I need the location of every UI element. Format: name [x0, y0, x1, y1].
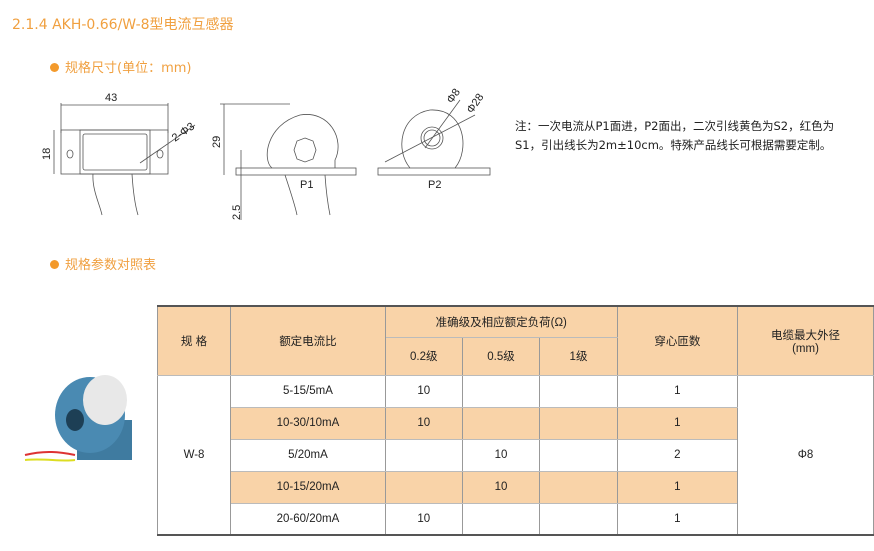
bullet-icon — [50, 260, 59, 269]
cell-ratio: 20-60/20mA — [230, 502, 386, 536]
header-c05: 0.5级 — [461, 336, 541, 376]
cell-turns: 1 — [616, 502, 739, 536]
dimension-drawing: 43 18 2-Φ3 29 2.5 P1 Φ8 Φ28 P2 — [41, 87, 491, 220]
cell-ratio: 10-30/10mA — [230, 406, 386, 440]
dim-2-5: 2.5 — [231, 205, 243, 220]
header-spec: 规 格 — [156, 305, 232, 376]
cell-c05: 10 — [461, 438, 541, 472]
table-row: 10-30/10mA 10 1 — [158, 406, 874, 440]
cell-c1 — [539, 374, 618, 408]
section-dimensions: 规格尺寸(单位：mm) — [50, 57, 191, 76]
cell-c02: 10 — [384, 406, 463, 440]
dim-d8: Φ8 — [445, 87, 463, 106]
cell-c05 — [461, 374, 541, 408]
cell-c1 — [539, 470, 618, 504]
bullet-icon — [50, 63, 59, 72]
spec-table: 规 格 额定电流比 准确级及相应额定负荷(Ω) 穿心匝数 电缆最大外径(mm) … — [156, 305, 874, 536]
dim-width: 43 — [105, 92, 117, 104]
cell-c1 — [539, 406, 618, 440]
cell-c05 — [461, 502, 541, 536]
header-cable: 电缆最大外径(mm) — [737, 305, 874, 376]
table-row: 5/20mA 10 2 — [158, 438, 874, 472]
dim-29: 29 — [211, 136, 223, 148]
dim-d28: Φ28 — [465, 92, 487, 116]
page-title: 2.1.4 AKH-0.66/W-8型电流互感器 — [12, 17, 234, 33]
cell-c02: 10 — [384, 374, 463, 408]
table-row: 20-60/20mA 10 1 — [158, 502, 874, 536]
dim-hole: 2-Φ3 — [170, 120, 197, 144]
header-c02: 0.2级 — [384, 336, 463, 376]
cell-turns: 1 — [616, 470, 739, 504]
cell-turns: 1 — [616, 406, 739, 440]
cell-c05: 10 — [461, 470, 541, 504]
cell-c02 — [384, 470, 463, 504]
header-accuracy: 准确级及相应额定负荷(Ω) — [384, 305, 618, 338]
note-text: 注：一次电流从P1面进，P2面出，二次引线黄色为S2，红色为S1，引出线长为2m… — [515, 119, 835, 152]
section-title: 规格参数对照表 — [65, 258, 157, 273]
header-ratio: 额定电流比 — [230, 305, 386, 376]
cell-c05 — [461, 406, 541, 440]
label-p2: P2 — [428, 179, 441, 191]
cell-ratio: 5-15/5mA — [230, 374, 386, 408]
cell-c1 — [539, 438, 618, 472]
cell-c1 — [539, 502, 618, 536]
cell-spec: W-8 — [156, 374, 232, 536]
cell-c02 — [384, 438, 463, 472]
table-row: W-8 5-15/5mA 10 1 Φ8 — [156, 374, 874, 536]
section-params: 规格参数对照表 — [50, 254, 156, 273]
cell-ratio: 5/20mA — [230, 438, 386, 472]
cell-c02: 10 — [384, 502, 463, 536]
cell-ratio: 10-15/20mA — [230, 470, 386, 504]
dim-height: 18 — [41, 148, 53, 160]
product-photo — [24, 375, 132, 462]
cell-cable: Φ8 — [737, 374, 874, 536]
cell-turns: 2 — [616, 438, 739, 472]
cell-turns: 1 — [616, 374, 739, 408]
label-p1: P1 — [300, 179, 313, 191]
header-turns: 穿心匝数 — [616, 305, 739, 376]
section-title: 规格尺寸(单位：mm) — [65, 61, 192, 76]
header-c1: 1级 — [539, 336, 618, 376]
